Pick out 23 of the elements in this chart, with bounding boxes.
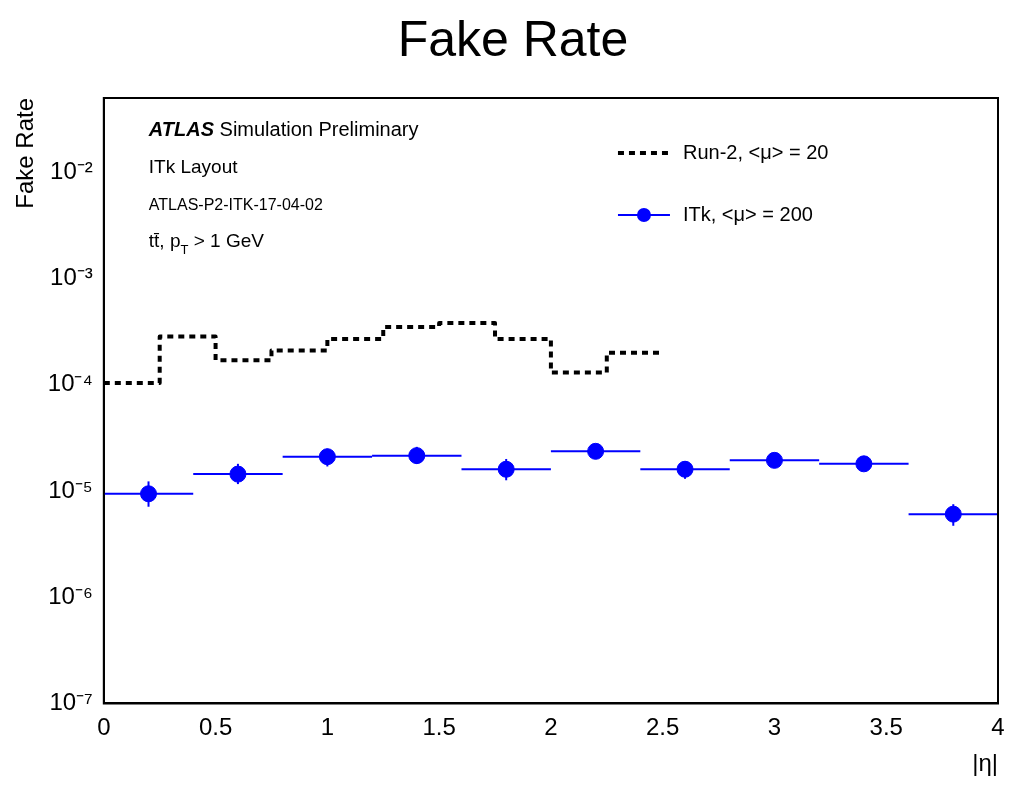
y-axis-title: Fake Rate (11, 98, 39, 209)
x-tick-label: 3.5 (869, 713, 903, 741)
x-tick-label: 0.5 (198, 713, 233, 741)
y-tick-label: 10⁻⁷ (49, 688, 93, 716)
y-tick-label: 10⁻⁵ (48, 475, 93, 503)
annotation: ITk Layout (148, 156, 239, 177)
x-tick-label: 1.5 (422, 713, 456, 741)
annotation: ATLAS-P2-ITK-17-04-02 (148, 196, 323, 213)
legend-label: Run-2, <μ> = 20 (682, 140, 829, 163)
x-axis-title: |η| (972, 749, 998, 777)
x-tick-label: 2 (544, 713, 558, 741)
legend-label: ITk, <μ> = 200 (682, 202, 813, 225)
x-tick-label: 4 (991, 713, 1005, 741)
y-tick-label: 10⁻³ (50, 263, 93, 291)
x-tick-label: 2.5 (645, 713, 680, 741)
chart-title: Fake Rate (396, 10, 630, 69)
annotation: ATLAS Simulation Preliminary (147, 118, 419, 140)
x-tick-label: 0 (97, 713, 111, 741)
x-tick-label: 1 (320, 713, 335, 741)
y-tick-label: 10⁻² (50, 156, 93, 184)
x-tick-label: 3 (767, 713, 782, 741)
y-tick-label: 10⁻⁴ (47, 369, 93, 397)
y-tick-label: 10⁻⁶ (48, 581, 93, 609)
